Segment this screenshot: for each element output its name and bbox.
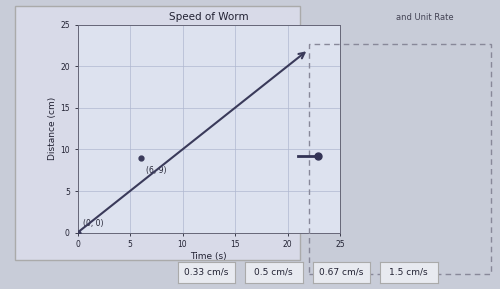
- Title: Speed of Worm: Speed of Worm: [169, 12, 248, 23]
- Text: 0.67 cm/s: 0.67 cm/s: [319, 268, 364, 277]
- X-axis label: Time (s): Time (s): [190, 252, 227, 261]
- Text: 0.33 cm/s: 0.33 cm/s: [184, 268, 228, 277]
- Y-axis label: Distance (cm): Distance (cm): [48, 97, 58, 160]
- Text: 0.5 cm/s: 0.5 cm/s: [254, 268, 293, 277]
- Text: 1.5 cm/s: 1.5 cm/s: [390, 268, 428, 277]
- Text: and Unit Rate: and Unit Rate: [396, 13, 454, 22]
- Text: (0, 0): (0, 0): [83, 219, 103, 228]
- Text: (6, 9): (6, 9): [146, 166, 166, 175]
